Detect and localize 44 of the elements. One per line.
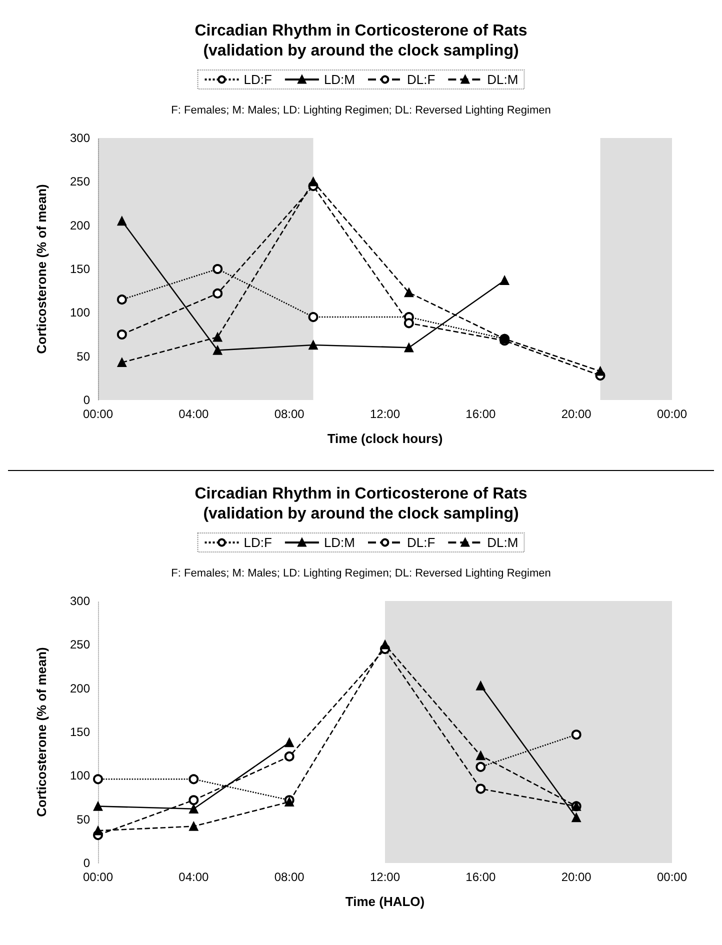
y-tick-label: 50 <box>76 349 90 364</box>
y-tick-label: 150 <box>70 725 90 739</box>
y-tick-label: 100 <box>70 768 90 783</box>
y-tick-label: 300 <box>70 594 90 608</box>
y-tick-label: 200 <box>70 218 90 232</box>
chart-title: Circadian Rhythm in Corticosterone of Rats (validation by around the clock sampling) <box>194 486 528 522</box>
legend-label: DL:M <box>487 535 518 550</box>
y-tick-label: 150 <box>70 262 90 276</box>
x-tick-label: 20:00 <box>561 870 592 884</box>
x-tick-label: 08:00 <box>274 407 305 421</box>
chart-subtitle: F: Females; M: Males; LD: Lighting Regimen; DL: Reversed Lighting Regimen <box>171 568 551 580</box>
x-tick-label: 04:00 <box>178 870 210 884</box>
y-axis-title: Corticosterone (% of mean) <box>34 647 49 817</box>
x-tick-label: 16:00 <box>466 870 496 884</box>
legend-label: DL:F <box>407 535 436 550</box>
y-tick-label: 50 <box>76 812 90 826</box>
legend-label: LD:M <box>324 535 356 550</box>
x-tick-label: 00:00 <box>656 407 688 421</box>
y-tick-label: 100 <box>70 306 90 320</box>
x-tick-label: 00:00 <box>82 870 114 884</box>
legend-label: DL:M <box>487 72 518 87</box>
y-tick-label: 300 <box>70 131 90 145</box>
legend-label: DL:F <box>407 72 436 87</box>
x-tick-label: 20:00 <box>561 407 592 421</box>
y-tick-label: 250 <box>70 638 90 652</box>
legend-label: LD:M <box>324 72 356 87</box>
x-tick-label: 16:00 <box>466 407 496 421</box>
chart-subtitle: F: Females; M: Males; LD: Lighting Regimen; DL: Reversed Lighting Regimen <box>171 104 551 116</box>
y-tick-label: 200 <box>70 681 90 696</box>
x-tick-label: 08:00 <box>274 870 305 884</box>
y-tick-label: 250 <box>70 174 90 189</box>
x-axis-title: Time (clock hours) <box>327 431 443 446</box>
y-tick-label: 0 <box>83 856 90 870</box>
x-tick-label: 00:00 <box>82 407 114 421</box>
x-tick-label: 04:00 <box>178 407 210 421</box>
x-axis-title: Time (HALO) <box>345 894 425 909</box>
y-axis-title: Corticosterone (% of mean) <box>34 184 49 354</box>
x-tick-label: 12:00 <box>370 407 400 421</box>
x-tick-label: 12:00 <box>370 870 400 884</box>
chart-title: Circadian Rhythm in Corticosterone of Rats (validation by around the clock sampling) <box>194 22 528 60</box>
legend-label: LD:F <box>244 535 272 550</box>
x-tick-label: 00:00 <box>656 870 688 884</box>
y-tick-label: 0 <box>83 393 90 407</box>
legend-label: LD:F <box>244 72 272 87</box>
